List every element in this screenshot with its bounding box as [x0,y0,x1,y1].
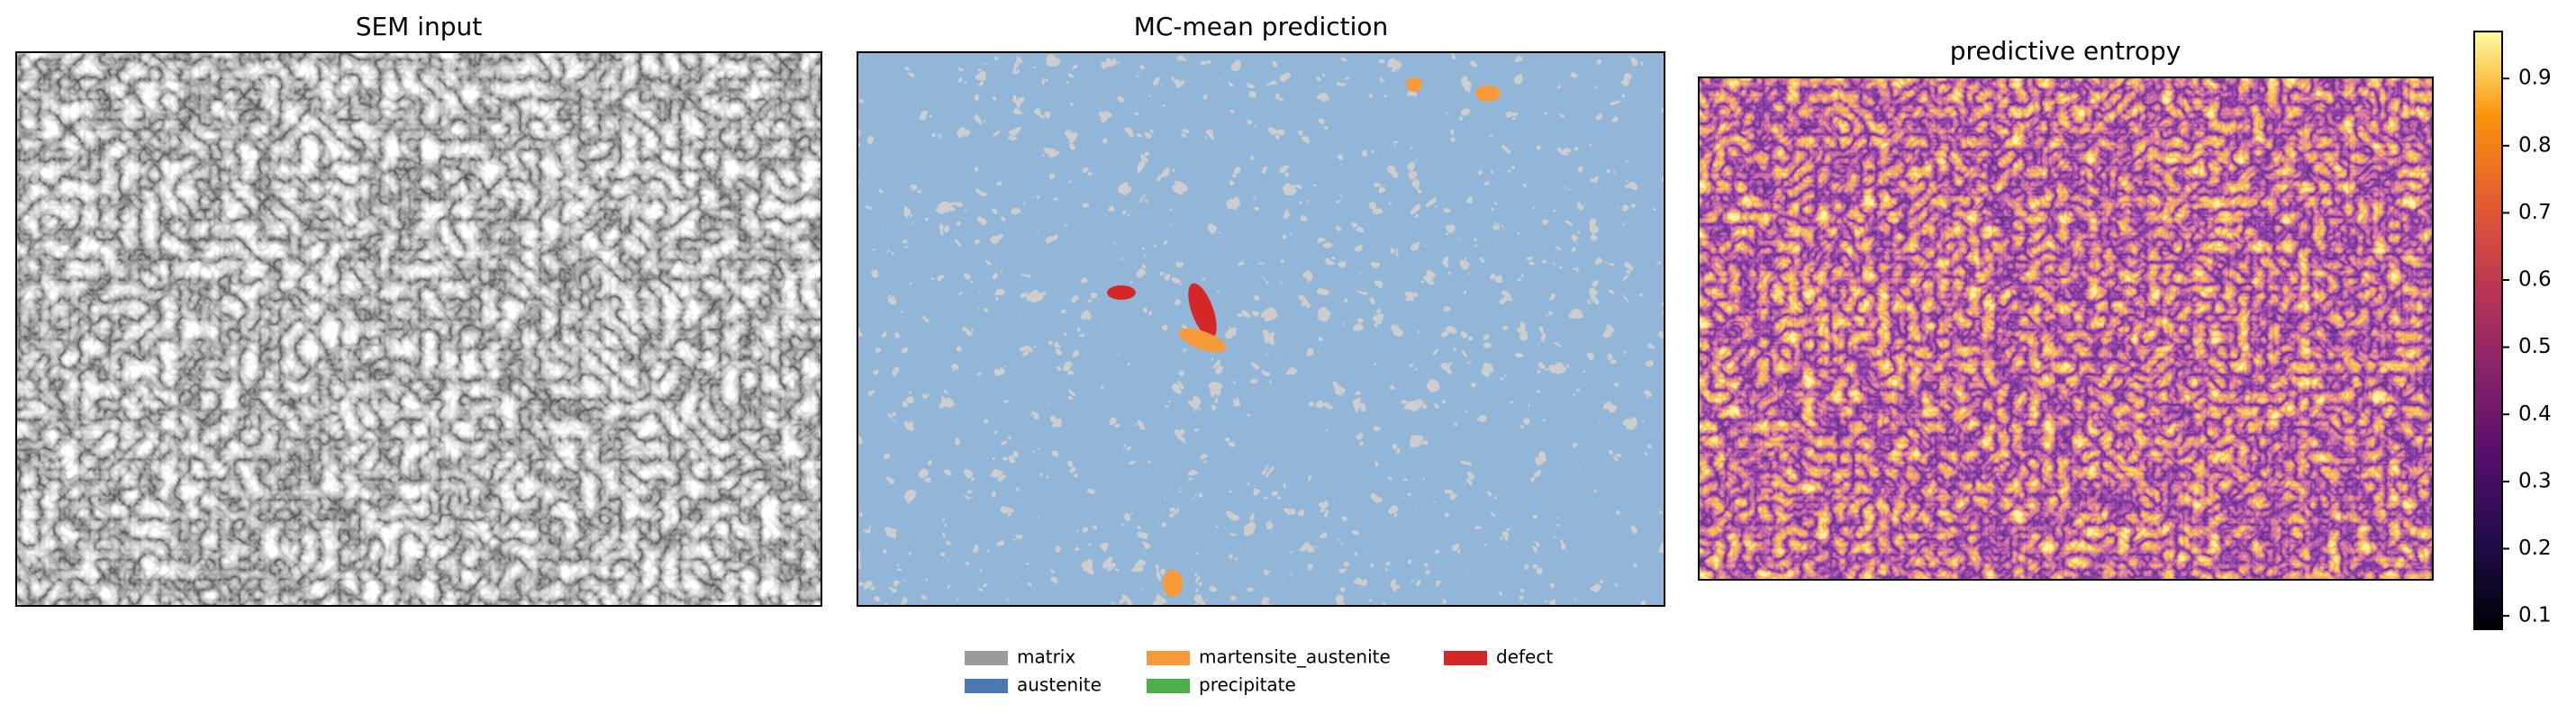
colorbar [2473,31,2503,630]
segmentation-map [857,52,1664,606]
y-tick-label: 0.7 [2518,201,2552,224]
y-tick-label: 0.6 [2518,268,2552,292]
entropy-map [1699,77,2433,580]
legend-label: martensite_austenite [1199,646,1391,668]
panel-frame [15,51,822,607]
legend-label: defect [1496,646,1553,668]
legend: matrix austenite martensite_austenitepreci… [965,646,1553,696]
y-tick-label: 0.2 [2518,537,2552,560]
sem-image [16,52,821,606]
y-tick-label: 0.4 [2518,402,2552,426]
legend-swatch [1444,651,1487,665]
panel-title: SEM input [356,12,483,41]
panel-title: MC-mean prediction [1134,12,1389,41]
y-tick-label: 0.3 [2518,469,2552,492]
legend-swatch [965,651,1008,665]
legend-swatch [1147,651,1190,665]
y-tick-label: 0.9 [2518,67,2552,90]
panel-frame [1698,77,2434,581]
y-tick-label: 0.5 [2518,335,2552,358]
legend-label: precipitate [1199,674,1296,696]
legend-label: austenite [1017,674,1102,696]
y-tick-label: 0.8 [2518,133,2552,157]
panel-title: predictive entropy [1950,36,2181,66]
y-tick-label: 0.1 [2518,604,2552,627]
blobs [1107,77,1501,597]
legend-swatch [965,679,1008,693]
panel-frame [857,51,1665,607]
legend-label: matrix [1017,646,1075,668]
legend-swatch [1147,679,1190,693]
